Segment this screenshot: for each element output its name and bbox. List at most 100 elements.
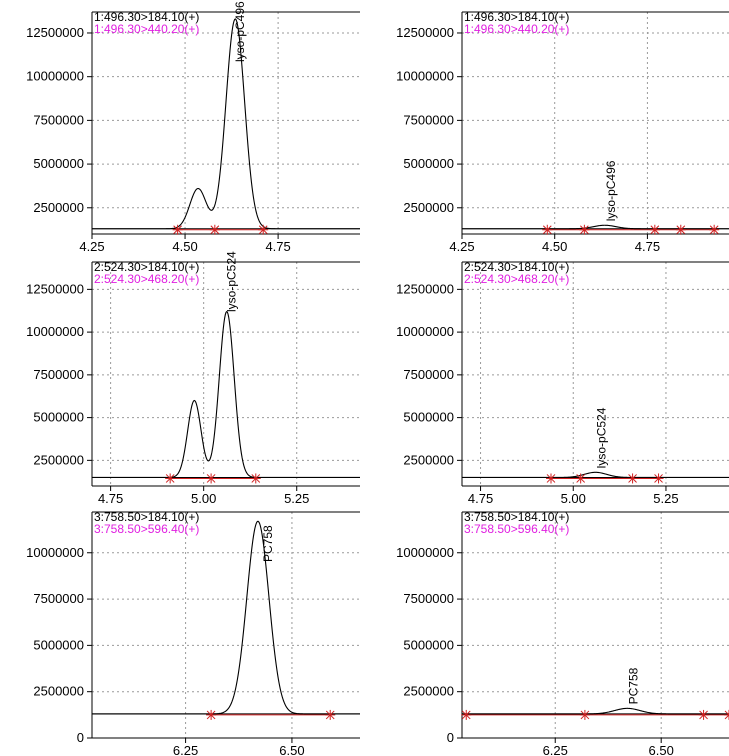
marker-stroke bbox=[724, 714, 729, 720]
chart-subtitle: 3:758.50>596.40(+) bbox=[464, 522, 569, 536]
y-tick-label: 10000000 bbox=[396, 545, 454, 560]
peak-marker bbox=[461, 709, 472, 720]
peak-marker bbox=[575, 473, 586, 484]
chromatogram-trace bbox=[92, 18, 360, 230]
x-tick-label: 4.25 bbox=[449, 239, 474, 254]
peak-marker bbox=[698, 709, 709, 720]
marker-stroke bbox=[628, 474, 637, 483]
marker-stroke bbox=[650, 225, 660, 235]
marker-stroke bbox=[676, 225, 686, 235]
chart-subtitle: 1:496.30>440.20(+) bbox=[464, 22, 569, 36]
y-tick-label: 10000000 bbox=[26, 69, 84, 84]
peak-annotation: PC758 bbox=[626, 667, 640, 704]
chart-title: 2:524.30>184.10(+) bbox=[94, 260, 199, 274]
y-tick-label: 2500000 bbox=[403, 200, 454, 215]
marker-stroke bbox=[699, 710, 708, 720]
chart-panel-4: 2500000 5000000 7500000 10000000 12500000 4.7… bbox=[396, 260, 729, 506]
marker-stroke bbox=[206, 710, 216, 720]
x-tick-label: 6.50 bbox=[649, 743, 674, 756]
y-tick-label: 12500000 bbox=[26, 281, 84, 296]
y-tick-label: 7500000 bbox=[403, 367, 454, 382]
peak-marker bbox=[325, 709, 336, 720]
y-tick-label: 5000000 bbox=[33, 637, 84, 652]
x-tick-label: 4.75 bbox=[635, 239, 660, 254]
chart-panel-1: 2500000 5000000 7500000 10000000 12500000 4.2… bbox=[26, 1, 360, 254]
marker-stroke bbox=[251, 474, 261, 483]
chart-title: 1:496.30>184.10(+) bbox=[94, 10, 199, 24]
chart-subtitle: 3:758.50>596.40(+) bbox=[94, 522, 199, 536]
peak-marker bbox=[579, 709, 590, 720]
y-tick-label: 7500000 bbox=[33, 367, 84, 382]
chart-subtitle: 2:524.30>468.20(+) bbox=[464, 272, 569, 286]
y-tick-label: 2500000 bbox=[403, 452, 454, 467]
y-tick-label: 5000000 bbox=[403, 637, 454, 652]
y-tick-label: 2500000 bbox=[33, 684, 84, 699]
chromatogram-trace bbox=[92, 310, 360, 478]
marker-stroke bbox=[165, 474, 175, 483]
marker-stroke bbox=[258, 225, 268, 235]
peak-annotation: lyso-pC496 bbox=[604, 160, 618, 221]
chart-title: 3:758.50>184.10(+) bbox=[94, 510, 199, 524]
y-tick-label: 5000000 bbox=[403, 156, 454, 171]
x-tick-label: 4.75 bbox=[468, 491, 493, 506]
x-tick-label: 5.00 bbox=[561, 491, 586, 506]
peak-marker bbox=[675, 224, 686, 235]
x-tick-label: 6.50 bbox=[279, 743, 304, 756]
marker-stroke bbox=[709, 225, 719, 235]
marker-stroke bbox=[325, 710, 335, 720]
peak-marker bbox=[165, 473, 176, 484]
peak-annotation: lyso-pC496 bbox=[233, 1, 247, 62]
peak-marker bbox=[209, 224, 220, 235]
y-tick-label: 10000000 bbox=[396, 324, 454, 339]
x-tick-label: 4.75 bbox=[265, 239, 290, 254]
marker-stroke bbox=[210, 225, 220, 235]
marker-stroke bbox=[580, 710, 590, 720]
chart-title: 2:524.30>184.10(+) bbox=[464, 260, 569, 274]
marker-stroke bbox=[206, 474, 216, 483]
peak-annotation: PC758 bbox=[261, 525, 275, 562]
chart-title: 3:758.50>184.10(+) bbox=[464, 510, 569, 524]
chart-subtitle: 2:524.30>468.20(+) bbox=[94, 272, 199, 286]
chart-panel-5: 0 2500000 5000000 7500000 10000000 6.25 6.50 PC… bbox=[26, 510, 360, 756]
x-tick-label: 5.00 bbox=[191, 491, 216, 506]
chart-panel-3: 2500000 5000000 7500000 10000000 12500000 4.7… bbox=[26, 251, 360, 506]
peak-marker bbox=[579, 224, 590, 235]
y-tick-label: 12500000 bbox=[396, 25, 454, 40]
peak-marker bbox=[653, 473, 664, 484]
y-tick-label: 2500000 bbox=[33, 200, 84, 215]
marker-stroke bbox=[542, 225, 552, 235]
y-tick-label: 0 bbox=[77, 730, 84, 745]
y-tick-label: 7500000 bbox=[33, 112, 84, 127]
y-tick-label: 7500000 bbox=[403, 112, 454, 127]
x-tick-label: 5.25 bbox=[653, 491, 678, 506]
peak-marker bbox=[709, 224, 720, 235]
chart-subtitle: 1:496.30>440.20(+) bbox=[94, 22, 199, 36]
peak-annotation: lyso-pC524 bbox=[595, 407, 609, 468]
marker-stroke bbox=[654, 474, 663, 483]
peak-marker bbox=[546, 473, 556, 484]
y-tick-label: 5000000 bbox=[403, 410, 454, 425]
marker-stroke bbox=[724, 710, 729, 716]
y-tick-label: 2500000 bbox=[33, 452, 84, 467]
chromatogram-trace bbox=[462, 224, 729, 230]
peak-marker bbox=[206, 709, 217, 720]
marker-stroke bbox=[461, 710, 471, 720]
x-tick-label: 4.50 bbox=[542, 239, 567, 254]
y-tick-label: 5000000 bbox=[33, 156, 84, 171]
peak-marker bbox=[258, 224, 269, 235]
x-tick-label: 6.25 bbox=[173, 743, 198, 756]
y-tick-label: 10000000 bbox=[396, 69, 454, 84]
chart-panel-6: 0 2500000 5000000 7500000 10000000 6.25 6.50 PC… bbox=[396, 510, 729, 756]
chart-title: 1:496.30>184.10(+) bbox=[464, 10, 569, 24]
peak-marker bbox=[542, 224, 553, 235]
marker-stroke bbox=[546, 474, 556, 483]
peak-marker bbox=[206, 473, 217, 484]
x-tick-label: 5.25 bbox=[284, 491, 309, 506]
y-tick-label: 12500000 bbox=[396, 281, 454, 296]
y-tick-label: 10000000 bbox=[26, 324, 84, 339]
x-tick-label: 4.25 bbox=[79, 239, 104, 254]
y-tick-label: 7500000 bbox=[403, 591, 454, 606]
x-tick-label: 4.75 bbox=[98, 491, 123, 506]
marker-stroke bbox=[576, 474, 586, 483]
